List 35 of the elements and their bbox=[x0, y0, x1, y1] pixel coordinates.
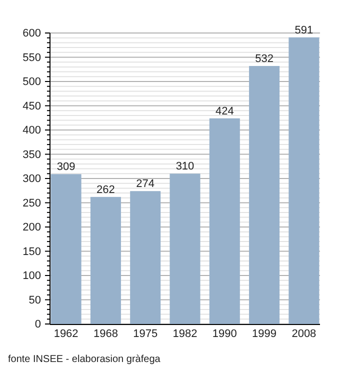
bar bbox=[50, 174, 82, 324]
data-label: 532 bbox=[255, 52, 274, 65]
data-label: 274 bbox=[136, 178, 155, 190]
y-tick-label: 200 bbox=[22, 222, 41, 234]
y-tick-label: 0 bbox=[34, 318, 41, 331]
x-tick-label: 1990 bbox=[212, 328, 237, 340]
x-tick-label: 1975 bbox=[133, 328, 158, 340]
y-tick-label: 400 bbox=[22, 124, 41, 137]
y-tick-label: 600 bbox=[22, 28, 41, 40]
source-note: fonte INSEE - elaborasion gràfega bbox=[8, 354, 161, 365]
data-label: 591 bbox=[294, 24, 314, 36]
data-label: 310 bbox=[176, 160, 194, 173]
y-tick-label: 150 bbox=[22, 246, 41, 258]
y-tick-label: 350 bbox=[22, 148, 41, 161]
y-tick-label: 300 bbox=[22, 173, 41, 186]
bar bbox=[170, 174, 200, 324]
y-tick-label: 250 bbox=[22, 197, 41, 210]
y-tick-label: 100 bbox=[22, 270, 41, 282]
bar bbox=[249, 66, 280, 324]
y-tick-label: 500 bbox=[22, 76, 41, 88]
bar bbox=[209, 118, 240, 324]
x-tick-label: 1962 bbox=[54, 328, 78, 340]
y-tick-label: 50 bbox=[28, 294, 41, 306]
x-tick-label: 1999 bbox=[252, 328, 277, 340]
x-tick-label: 1968 bbox=[93, 328, 118, 340]
data-label: 262 bbox=[96, 184, 115, 196]
data-label: 309 bbox=[56, 161, 76, 174]
y-tick-label: 550 bbox=[22, 52, 41, 64]
x-tick-label: 2008 bbox=[292, 328, 316, 340]
x-tick-label: 1982 bbox=[172, 328, 198, 340]
bar bbox=[90, 196, 121, 324]
data-label: 424 bbox=[215, 105, 234, 118]
bar bbox=[288, 37, 320, 324]
y-tick-label: 450 bbox=[22, 100, 41, 112]
bar bbox=[130, 191, 161, 324]
